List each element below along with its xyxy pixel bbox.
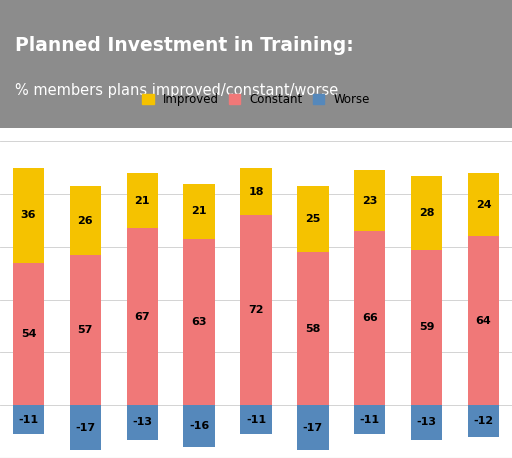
Bar	[13, 263, 44, 405]
Text: 26: 26	[77, 216, 93, 226]
Text: % members plans improved/constant/worse: % members plans improved/constant/worse	[15, 83, 338, 98]
Bar	[126, 229, 158, 405]
Text: 64: 64	[476, 316, 492, 326]
Bar	[13, 405, 44, 434]
Bar	[13, 168, 44, 263]
Text: 57: 57	[78, 325, 93, 335]
Bar	[297, 186, 329, 252]
Legend: Improved, Constant, Worse: Improved, Constant, Worse	[137, 88, 375, 110]
Text: 23: 23	[362, 196, 377, 206]
Bar	[240, 405, 272, 434]
Text: 21: 21	[191, 207, 207, 216]
Text: 54: 54	[20, 329, 36, 339]
Text: 18: 18	[248, 186, 264, 196]
Bar	[70, 405, 101, 450]
Text: -17: -17	[75, 423, 95, 433]
Bar	[411, 250, 442, 405]
Bar	[297, 252, 329, 405]
Text: 63: 63	[191, 317, 207, 327]
Bar	[468, 173, 499, 236]
Bar	[297, 405, 329, 450]
Text: -11: -11	[360, 415, 380, 425]
Bar	[411, 405, 442, 440]
Text: -13: -13	[132, 417, 152, 427]
Text: 28: 28	[419, 207, 434, 218]
Text: 59: 59	[419, 322, 434, 333]
Bar	[183, 405, 215, 447]
Bar	[354, 170, 386, 231]
Text: -17: -17	[303, 423, 323, 433]
Text: -11: -11	[18, 415, 38, 425]
Bar	[240, 215, 272, 405]
Bar	[354, 231, 386, 405]
Text: 24: 24	[476, 200, 492, 210]
Text: 21: 21	[135, 196, 150, 206]
Bar	[126, 405, 158, 440]
Bar	[468, 236, 499, 405]
Text: 72: 72	[248, 305, 264, 315]
Text: -11: -11	[246, 415, 266, 425]
Bar	[468, 405, 499, 437]
Text: 36: 36	[20, 210, 36, 220]
Text: 25: 25	[305, 214, 321, 224]
Text: -16: -16	[189, 421, 209, 431]
Bar	[183, 239, 215, 405]
Bar	[183, 184, 215, 239]
Text: 67: 67	[135, 312, 150, 322]
Bar	[411, 176, 442, 250]
Bar	[126, 173, 158, 229]
Bar	[70, 255, 101, 405]
Bar	[354, 405, 386, 434]
Text: 66: 66	[362, 313, 378, 323]
Text: -12: -12	[474, 416, 494, 426]
Bar	[240, 168, 272, 215]
Text: Planned Investment in Training:: Planned Investment in Training:	[15, 36, 354, 55]
Text: 58: 58	[305, 324, 321, 334]
Text: -13: -13	[417, 417, 437, 427]
Bar	[70, 186, 101, 255]
